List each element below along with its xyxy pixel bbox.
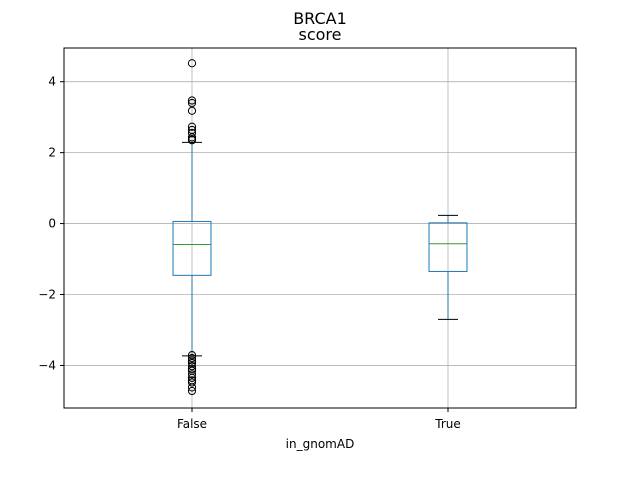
y-tick-label: −4 [38,358,56,372]
x-tick-label: True [434,417,461,431]
outlier-point [187,378,197,387]
x-tick-label: False [177,417,207,431]
chart-subtitle: score [299,25,342,44]
outlier-point [187,362,197,371]
box-series [172,59,468,396]
iqr-box [172,220,212,276]
outlier-point [187,373,197,382]
outlier-point [187,96,197,105]
outlier-point [187,106,197,115]
iqr-box [428,222,468,272]
outlier-point [187,356,197,365]
outlier-point [187,351,197,360]
outlier-point [187,383,197,392]
outlier-point [187,386,197,396]
outlier-point [187,358,197,368]
outlier-point [187,370,197,379]
outlier-point [187,353,197,363]
x-axis-label: in_gnomAD [286,437,355,451]
grid-lines [64,48,576,408]
axes: −4 −2 0 2 4 False True [38,47,577,431]
chart-title: BRCA1 [293,9,347,28]
outlier-point [187,136,197,145]
outlier-point [187,59,197,68]
axes-frame [63,47,577,409]
outlier-point [187,98,197,108]
y-tick-label: −2 [38,288,56,302]
y-tick-label: 0 [48,217,56,231]
outlier-point [187,122,197,131]
y-tick-label: 4 [48,75,56,89]
box-true [428,214,468,320]
box-false [172,59,212,396]
y-tick-label: 2 [48,146,56,160]
